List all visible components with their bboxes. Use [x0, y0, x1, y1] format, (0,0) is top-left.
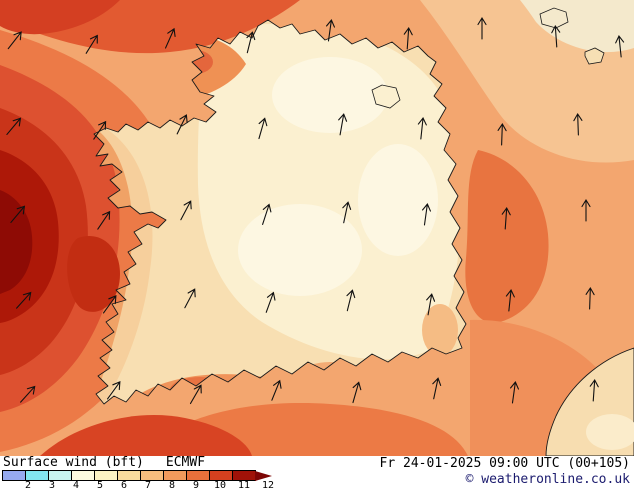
legend-tick: 12 — [261, 480, 275, 490]
legend-tick: 11 — [237, 480, 251, 490]
coastline-ireland — [93, 19, 467, 405]
wind-map-canvas — [0, 0, 634, 456]
datetime-label: Fr 24-01-2025 09:00 UTC (00+105) — [379, 456, 630, 471]
legend-tick: 7 — [144, 480, 152, 490]
legend-cell — [140, 470, 164, 481]
map-footer: Surface wind (bft) ECMWF 2 3 4 5 6 7 8 9 10 11 12 F… — [0, 456, 634, 490]
wind-map — [0, 0, 634, 456]
legend-tick: 10 — [213, 480, 227, 490]
legend-tick: 2 — [24, 480, 32, 490]
legend-tick: 6 — [120, 480, 128, 490]
legend-cell — [2, 470, 26, 481]
legend-tick: 4 — [72, 480, 80, 490]
lough-neagh — [371, 84, 401, 109]
wind-scale-legend: 2 3 4 5 6 7 8 9 10 11 12 — [2, 470, 312, 490]
legend-tick: 9 — [192, 480, 200, 490]
legend-tick: 5 — [96, 480, 104, 490]
copyright-link[interactable]: © weatheronline.co.uk — [465, 472, 630, 487]
legend-ticks: 2 3 4 5 6 7 8 9 10 11 12 — [2, 481, 312, 490]
legend-arrow — [255, 470, 272, 481]
product-title: Surface wind (bft) ECMWF — [3, 456, 205, 470]
product-label: Surface wind (bft) — [3, 455, 144, 470]
legend-bar — [2, 470, 312, 481]
legend-tick: 8 — [168, 480, 176, 490]
britain-coast-fragments — [539, 7, 634, 456]
model-label: ECMWF — [165, 455, 206, 470]
legend-cell — [163, 470, 187, 481]
legend-tick: 3 — [48, 480, 56, 490]
